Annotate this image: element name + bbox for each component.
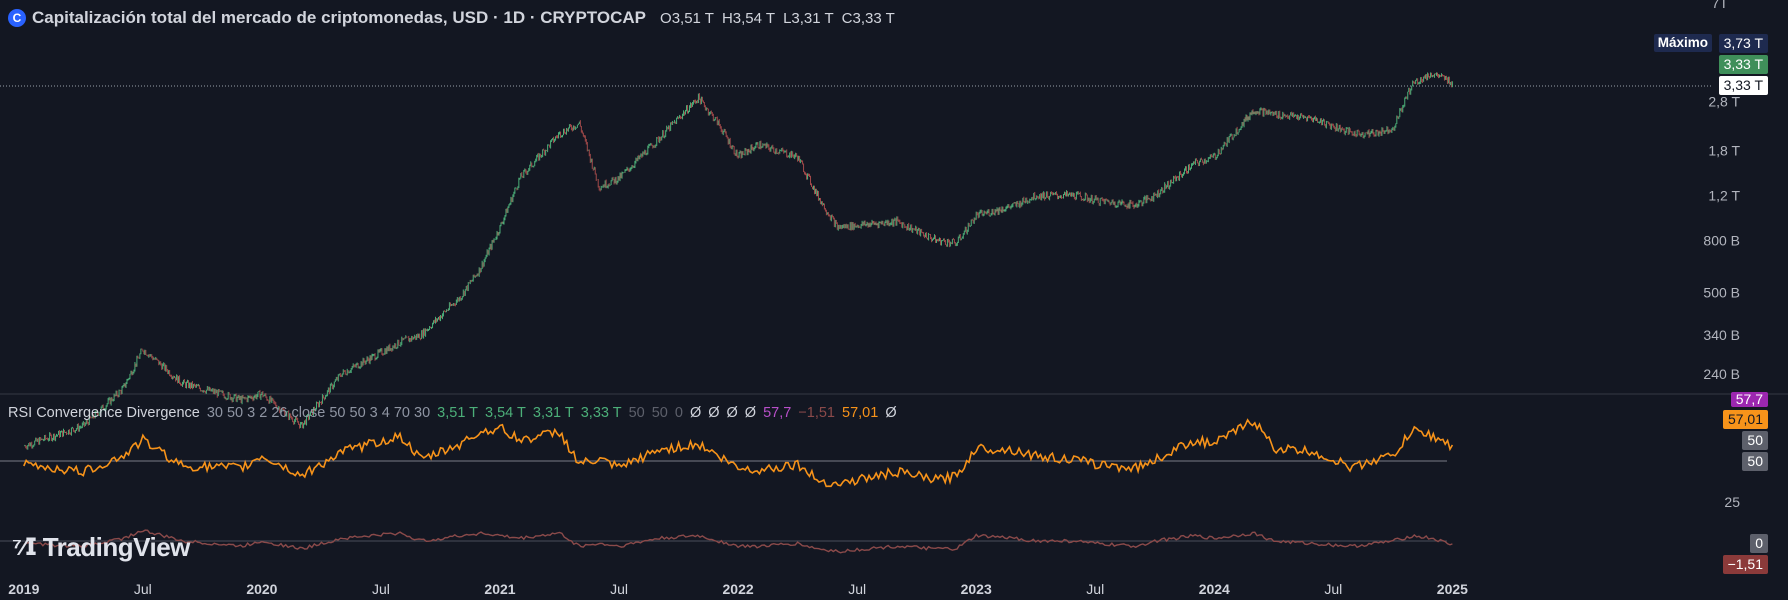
- indicator-value: 3,51 T: [437, 405, 479, 421]
- rsi-orange-badge: 57,01: [1722, 410, 1768, 429]
- price-axis-label: 1,2 T: [1708, 187, 1740, 203]
- indicator-value: Ø: [708, 405, 720, 421]
- time-axis-label: 2020: [246, 581, 277, 597]
- macd-value-badge: −1,51: [1722, 555, 1768, 574]
- ohlc-readout: O3,51 T H3,54 T L3,31 T C3,33 T: [660, 10, 895, 27]
- price-axis-label-partial: 7T: [1712, 0, 1729, 11]
- indicator-name[interactable]: RSI Convergence Divergence: [8, 405, 200, 421]
- max-label-badge: Máximo: [1653, 34, 1712, 52]
- price-axis-label: 500 B: [1703, 284, 1740, 300]
- chart-title: Capitalización total del mercado de crip…: [32, 8, 647, 27]
- indicator-value: Ø: [885, 405, 897, 421]
- open-value: O3,51 T: [660, 9, 714, 27]
- cryptocap-logo-icon: C: [8, 9, 26, 27]
- time-axis-label: 2022: [723, 581, 754, 597]
- indicator-value: 50: [628, 405, 645, 421]
- time-axis-label: 2025: [1437, 581, 1468, 597]
- time-axis-label: 2023: [961, 581, 992, 597]
- time-axis-label: Jul: [848, 581, 866, 597]
- macd-zero-badge: 0: [1750, 534, 1768, 553]
- tradingview-logo-text: TradingView: [42, 532, 191, 562]
- indicator-params: 30 50 3 2 26 close 50 50 3 4 70 30: [206, 405, 431, 421]
- indicator-value: 3,31 T: [532, 405, 574, 421]
- price-axis-label: 240 B: [1703, 366, 1740, 382]
- high-value: H3,54 T: [721, 9, 776, 27]
- indicator-value: Ø: [744, 405, 757, 421]
- price-axis-label: 800 B: [1703, 232, 1740, 248]
- rsi-axis-label: 25: [1724, 494, 1740, 510]
- max-value-badge: 3,73 T: [1718, 34, 1768, 53]
- rsi-level-badge-1: 50: [1742, 431, 1768, 450]
- macd-line: [23, 529, 1453, 554]
- indicator-value: Ø: [689, 405, 702, 421]
- chart-header: C Capitalización total del mercado de cr…: [8, 8, 895, 28]
- price-axis-label: 340 B: [1703, 327, 1740, 343]
- indicator-legend[interactable]: RSI Convergence Divergence 30 50 3 2 26 …: [8, 405, 897, 421]
- price-axis-label: 2,8 T: [1708, 94, 1740, 110]
- last-price-badge: 3,33 T: [1718, 55, 1768, 74]
- rsi-purple-badge: 57,7: [1730, 392, 1768, 407]
- rsi-line: [23, 418, 1454, 488]
- tradingview-logo-icon: ⁷⁄𝗜: [12, 534, 37, 561]
- time-axis-label: 2019: [8, 581, 39, 597]
- time-axis-label: Jul: [134, 581, 152, 597]
- close-value: C3,33 T: [841, 9, 895, 27]
- indicator-value: −1,51: [798, 405, 836, 421]
- indicator-value: 0: [674, 405, 683, 421]
- low-value: L3,31 T: [783, 9, 834, 27]
- rsi-level-badge-2: 50: [1742, 452, 1768, 471]
- last-close-badge: 3,33 T: [1718, 76, 1768, 95]
- indicator-value: 3,33 T: [580, 405, 622, 421]
- indicator-value: 57,7: [763, 405, 792, 421]
- tradingview-logo[interactable]: ⁷⁄𝗜 TradingView: [12, 532, 190, 563]
- time-axis-label: Jul: [1086, 581, 1104, 597]
- indicator-value: Ø: [726, 405, 738, 421]
- time-axis-label: 2024: [1199, 581, 1230, 597]
- time-axis-label: 2021: [484, 581, 515, 597]
- indicator-value: 3,54 T: [485, 405, 526, 421]
- time-axis-label: Jul: [1324, 581, 1342, 597]
- indicator-value: 57,01: [842, 405, 879, 421]
- time-axis-label: Jul: [610, 581, 628, 597]
- indicator-value: 50: [651, 405, 668, 421]
- price-axis-label: 1,8 T: [1708, 143, 1740, 159]
- time-axis-label: Jul: [372, 581, 390, 597]
